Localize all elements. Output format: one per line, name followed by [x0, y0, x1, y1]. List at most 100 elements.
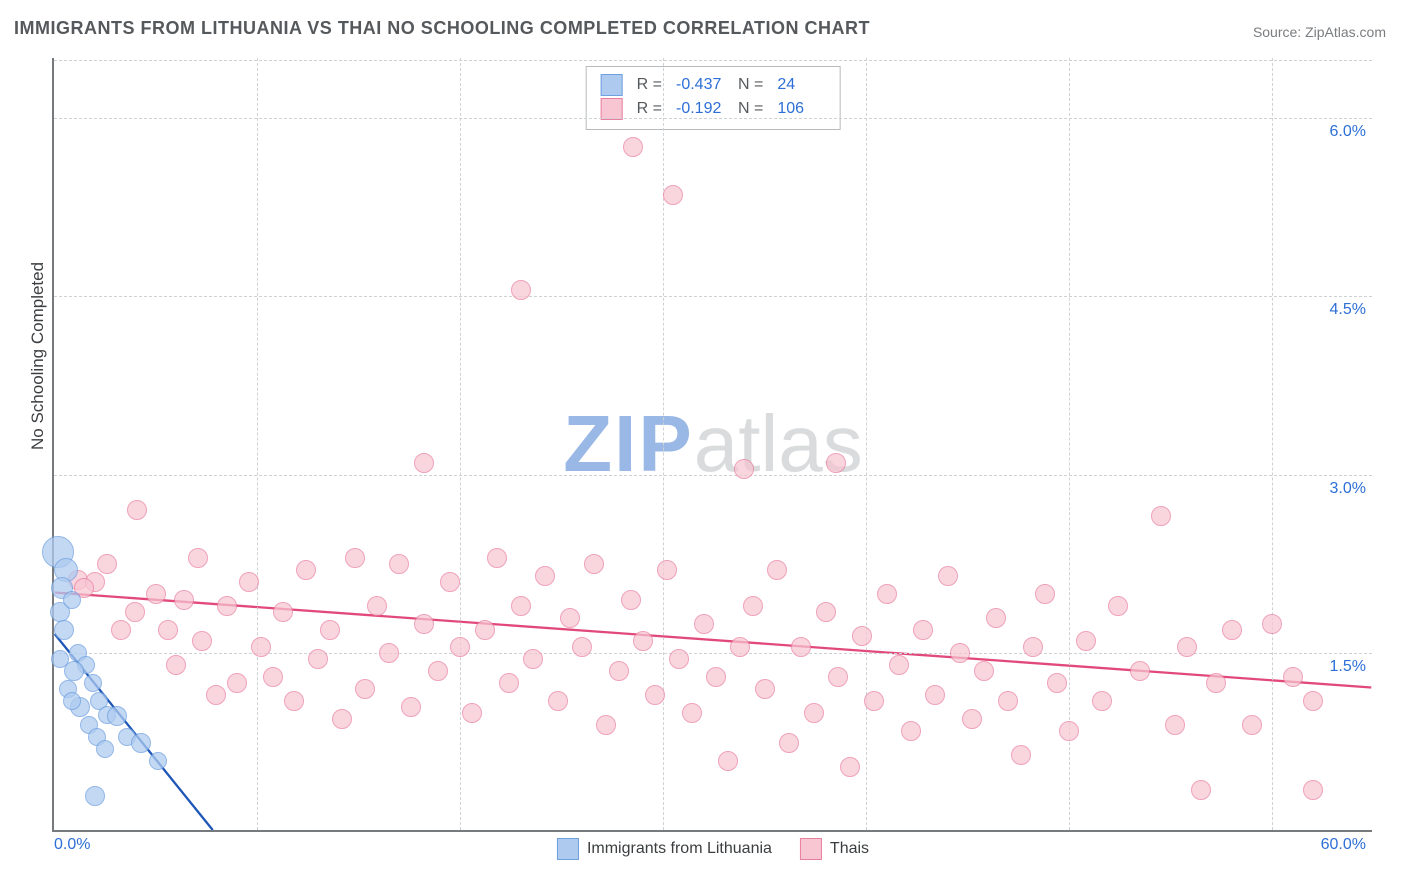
n-value-lithuania: 24 [777, 73, 825, 97]
data-point-thai [694, 614, 714, 634]
gridline-vertical [460, 58, 461, 830]
source-link[interactable]: ZipAtlas.com [1305, 24, 1386, 40]
data-point-thai [206, 685, 226, 705]
data-point-thai [379, 643, 399, 663]
data-point-thai [852, 626, 872, 646]
data-point-thai [487, 548, 507, 568]
x-tick-label: 0.0% [54, 836, 90, 854]
data-point-thai [1303, 780, 1323, 800]
data-point-thai [669, 649, 689, 669]
swatch-thai [800, 838, 822, 860]
data-point-thai [414, 614, 434, 634]
gridline-vertical [1272, 58, 1273, 830]
data-point-thai [263, 667, 283, 687]
data-point-thai [682, 703, 702, 723]
gridline-horizontal [54, 296, 1372, 297]
legend-item-lithuania: Immigrants from Lithuania [557, 838, 772, 860]
data-point-thai [284, 691, 304, 711]
data-point-thai [962, 709, 982, 729]
data-point-thai [560, 608, 580, 628]
data-point-thai [1242, 715, 1262, 735]
data-point-thai [596, 715, 616, 735]
data-point-thai [621, 590, 641, 610]
data-point-thai [192, 631, 212, 651]
data-point-thai [1206, 673, 1226, 693]
data-point-thai [657, 560, 677, 580]
data-point-thai [188, 548, 208, 568]
data-point-thai [174, 590, 194, 610]
data-point-thai [535, 566, 555, 586]
data-point-thai [1108, 596, 1128, 616]
data-point-thai [414, 453, 434, 473]
data-point-thai [308, 649, 328, 669]
data-point-thai [1130, 661, 1150, 681]
data-point-thai [828, 667, 848, 687]
legend-row-lithuania: R = -0.437 N = 24 [601, 73, 826, 97]
data-point-thai [548, 691, 568, 711]
data-point-thai [877, 584, 897, 604]
watermark: ZIPatlas [563, 398, 862, 490]
data-point-lithuania [85, 786, 105, 806]
data-point-thai [320, 620, 340, 640]
data-point-thai [296, 560, 316, 580]
data-point-thai [718, 751, 738, 771]
legend-label-lithuania: Immigrants from Lithuania [587, 840, 772, 858]
data-point-thai [645, 685, 665, 705]
data-point-thai [743, 596, 763, 616]
data-point-thai [889, 655, 909, 675]
data-point-thai [1059, 721, 1079, 741]
data-point-thai [986, 608, 1006, 628]
scatter-plot-area: ZIPatlas R = -0.437 N = 24 R = -0.192 N … [52, 58, 1372, 832]
data-point-thai [730, 637, 750, 657]
data-point-thai [706, 667, 726, 687]
data-point-thai [913, 620, 933, 640]
gridline-horizontal [54, 118, 1372, 119]
data-point-thai [440, 572, 460, 592]
data-point-thai [623, 137, 643, 157]
data-point-thai [633, 631, 653, 651]
data-point-lithuania [84, 674, 102, 692]
data-point-thai [1047, 673, 1067, 693]
data-point-lithuania [63, 591, 81, 609]
r-label: R = [637, 73, 662, 97]
data-point-thai [146, 584, 166, 604]
data-point-thai [97, 554, 117, 574]
data-point-thai [1283, 667, 1303, 687]
data-point-thai [1023, 637, 1043, 657]
correlation-legend: R = -0.437 N = 24 R = -0.192 N = 106 [586, 66, 841, 130]
y-tick-label: 3.0% [1330, 480, 1366, 498]
data-point-thai [499, 673, 519, 693]
data-point-thai [251, 637, 271, 657]
data-point-thai [345, 548, 365, 568]
data-point-lithuania [131, 733, 151, 753]
data-point-thai [367, 596, 387, 616]
data-point-thai [767, 560, 787, 580]
data-point-thai [1222, 620, 1242, 640]
data-point-lithuania [149, 752, 167, 770]
legend-label-thai: Thais [830, 840, 869, 858]
x-tick-label: 60.0% [1321, 836, 1366, 854]
data-point-thai [1191, 780, 1211, 800]
gridline-vertical [663, 58, 664, 830]
chart-title: IMMIGRANTS FROM LITHUANIA VS THAI NO SCH… [14, 18, 870, 39]
data-point-thai [974, 661, 994, 681]
data-point-thai [227, 673, 247, 693]
data-point-thai [572, 637, 592, 657]
data-point-thai [864, 691, 884, 711]
data-point-lithuania [96, 740, 114, 758]
data-point-thai [734, 459, 754, 479]
data-point-thai [1076, 631, 1096, 651]
gridline-horizontal [54, 60, 1372, 61]
data-point-thai [332, 709, 352, 729]
data-point-thai [355, 679, 375, 699]
data-point-thai [511, 596, 531, 616]
source-prefix: Source: [1253, 24, 1305, 40]
data-point-thai [1303, 691, 1323, 711]
data-point-thai [125, 602, 145, 622]
legend-item-thai: Thais [800, 838, 869, 860]
data-point-lithuania [107, 706, 127, 726]
data-point-thai [791, 637, 811, 657]
data-point-thai [158, 620, 178, 640]
data-point-thai [998, 691, 1018, 711]
data-point-thai [950, 643, 970, 663]
